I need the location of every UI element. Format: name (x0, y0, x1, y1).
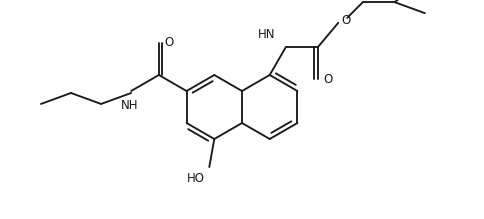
Text: HO: HO (187, 172, 205, 185)
Text: O: O (323, 73, 333, 86)
Text: NH: NH (120, 99, 137, 112)
Text: HN: HN (257, 28, 275, 41)
Text: O: O (341, 14, 350, 27)
Text: O: O (165, 37, 174, 49)
